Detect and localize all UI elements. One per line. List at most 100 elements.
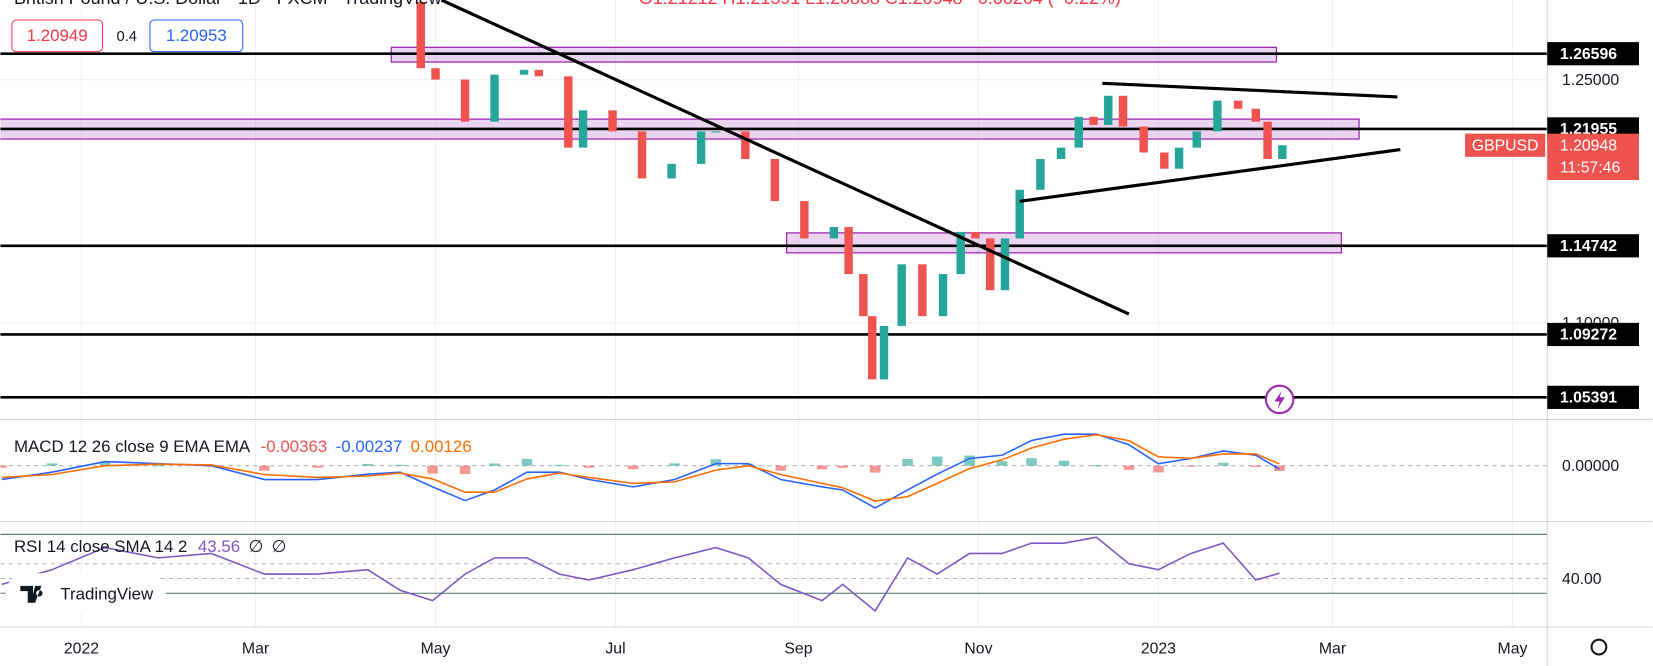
- y-tick-label: 1.25000: [1562, 72, 1619, 89]
- histogram-bar: [99, 461, 111, 466]
- candle: [867, 316, 877, 380]
- chart-title: British Pound / U.S. Dollar · 1D · FXCM …: [14, 0, 442, 8]
- candle: [938, 274, 948, 317]
- histogram-bar: [743, 463, 754, 466]
- settings-icon[interactable]: [1590, 638, 1608, 656]
- candle: [897, 264, 906, 326]
- candle: [711, 131, 721, 133]
- x-tick-label: Mar: [1319, 640, 1346, 657]
- symbol: GBPUSD: [1472, 138, 1539, 155]
- candle: [1074, 116, 1083, 148]
- x-tick-label: Mar: [242, 640, 269, 657]
- histogram-bar: [427, 465, 438, 474]
- candle: [956, 231, 965, 275]
- histogram-bar: [46, 463, 58, 466]
- candle: [696, 131, 706, 164]
- candle: [1278, 145, 1287, 159]
- candle: [519, 69, 529, 75]
- watermark: TradingView: [60, 585, 154, 604]
- ask-box[interactable]: [149, 19, 244, 53]
- candle: [986, 238, 995, 291]
- candle: [637, 131, 647, 179]
- level-label: 1.05391: [1560, 390, 1617, 407]
- histogram-bar: [1218, 462, 1229, 466]
- histogram-bar: [1185, 465, 1197, 467]
- indicator-line: [1, 433, 1280, 502]
- histogram-bar: [1250, 465, 1262, 468]
- histogram-bar: [312, 465, 323, 468]
- histogram-bar: [459, 465, 471, 475]
- symbol-bg: [1465, 133, 1546, 157]
- bid[interactable]: 1.20949: [27, 26, 88, 45]
- level-label-bg: [1547, 385, 1639, 409]
- histogram-bar: [964, 455, 975, 466]
- candle: [1056, 147, 1066, 159]
- countdown: 11:57:46: [1560, 160, 1621, 177]
- histogram-bar: [710, 459, 722, 466]
- trend-line: [1102, 81, 1398, 99]
- candle: [431, 68, 440, 80]
- x-tick-label: Jul: [605, 640, 625, 657]
- histogram-bar: [1153, 465, 1164, 473]
- x-tick-label: 2023: [1141, 640, 1176, 657]
- candle: [1036, 158, 1045, 190]
- candle: [1263, 121, 1272, 159]
- histogram-bar: [583, 465, 595, 468]
- x-tick-label: Nov: [964, 640, 992, 657]
- candle: [564, 76, 573, 148]
- candle: [667, 163, 676, 179]
- indicator-value: 0.00126: [411, 437, 472, 456]
- candle: [1160, 152, 1169, 169]
- x-tick-label: May: [1498, 640, 1528, 657]
- ask[interactable]: 1.20953: [166, 26, 227, 45]
- histogram-bar: [869, 465, 881, 473]
- histogram-bar: [1123, 465, 1135, 470]
- indicator-value: -0.00363: [261, 437, 328, 456]
- candle: [741, 131, 750, 159]
- histogram-bar: [1091, 465, 1102, 467]
- candle: [971, 231, 980, 239]
- level-label: 1.26596: [1560, 46, 1617, 63]
- histogram-bar: [394, 464, 406, 466]
- histogram-bar: [775, 465, 787, 471]
- alert-bolt: [1274, 390, 1285, 409]
- histogram-bar: [152, 465, 164, 467]
- candle: [918, 264, 927, 317]
- histogram-bar: [837, 465, 848, 468]
- candle: [1213, 100, 1222, 132]
- level-label-bg: [1547, 42, 1639, 66]
- indicator-extra: ∅: [272, 537, 287, 556]
- candle: [1174, 147, 1184, 169]
- y-tick-label: 0.00000: [1562, 458, 1619, 475]
- candle: [800, 201, 809, 239]
- indicator-title: MACD 12 26 close 9 EMA EMA: [14, 437, 251, 456]
- trend-line: [1019, 148, 1401, 203]
- candle: [460, 79, 470, 122]
- histogram-bar: [816, 465, 828, 470]
- histogram-bar: [669, 463, 680, 466]
- trend-line: [440, 0, 1130, 316]
- histogram-bar: [0, 465, 8, 468]
- candle: [1233, 100, 1243, 109]
- watermark-box: [5, 573, 166, 614]
- candle: [770, 158, 780, 202]
- histogram-bar: [902, 459, 913, 466]
- spread: 0.4: [117, 29, 138, 45]
- indicator-value: 43.56: [198, 537, 240, 556]
- candle: [1104, 95, 1113, 125]
- watermark-logo: [20, 585, 43, 603]
- level-label: 1.14742: [1560, 238, 1617, 255]
- histogram-bar: [489, 463, 500, 466]
- candle: [416, 1, 425, 69]
- candle: [1118, 95, 1128, 127]
- candle: [829, 227, 839, 239]
- bid-box[interactable]: [11, 19, 104, 53]
- candle: [490, 74, 499, 122]
- indicator-line: [1, 536, 1280, 613]
- candle: [534, 69, 544, 77]
- histogram-bar: [931, 456, 943, 466]
